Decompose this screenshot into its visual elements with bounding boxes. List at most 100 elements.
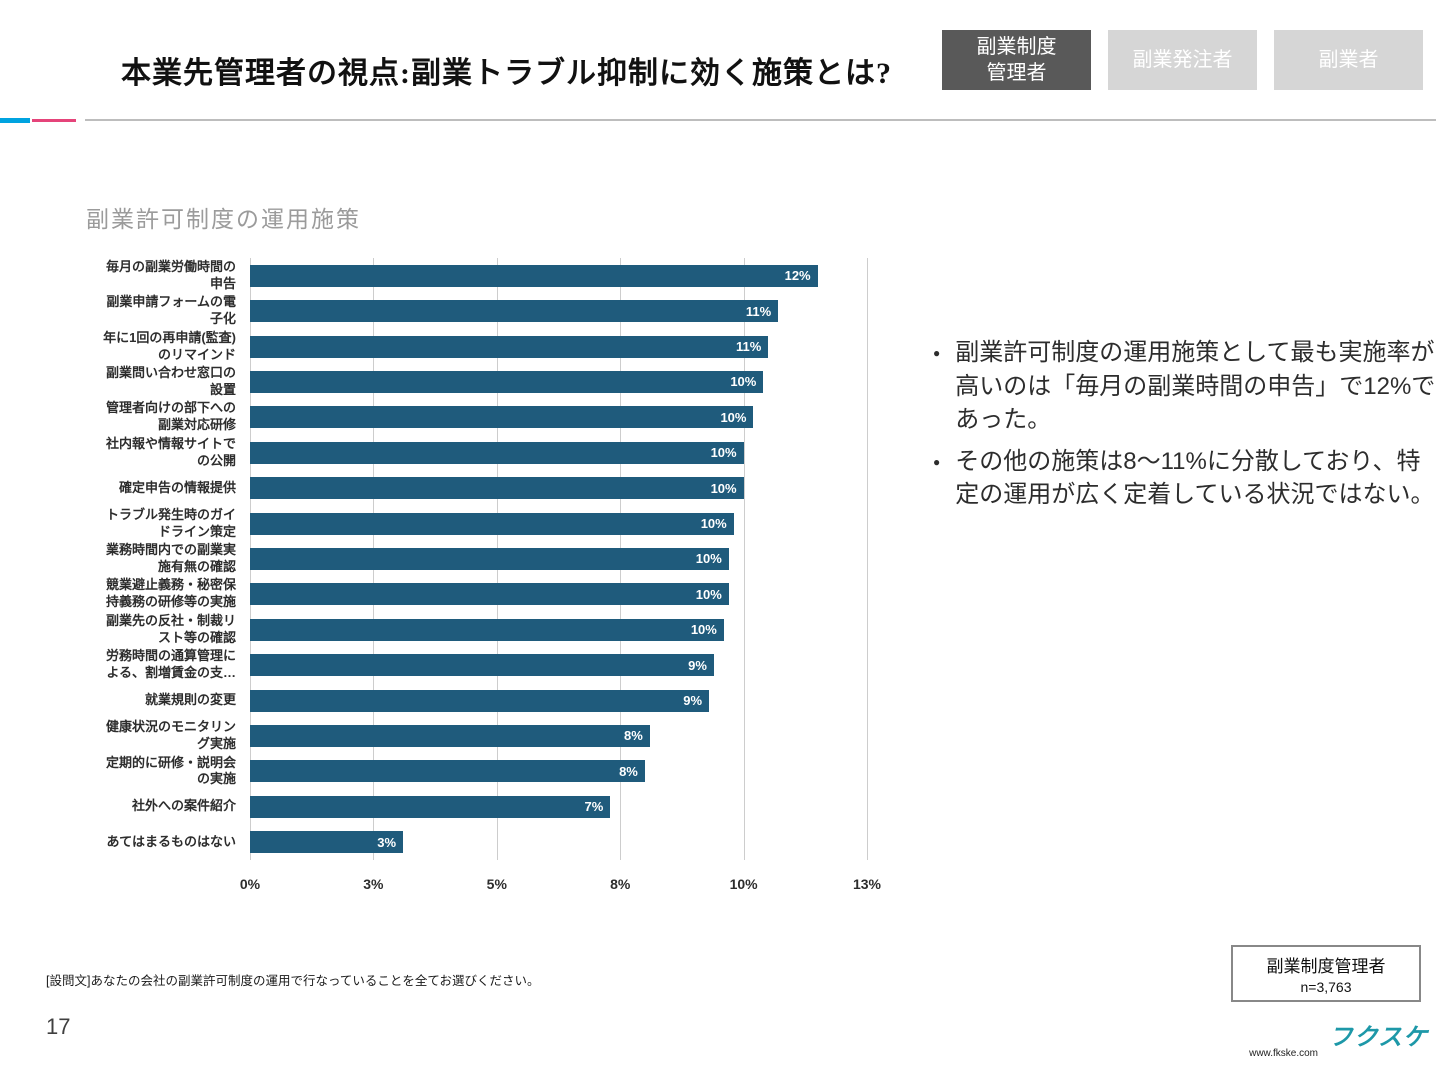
bar-track: 9%	[250, 647, 867, 682]
bar-value-label: 7%	[584, 799, 604, 815]
category-label: 副業先の反社・制裁リスト等の確認	[105, 612, 236, 645]
bar-track: 9%	[250, 683, 867, 718]
insights-panel: ● 副業許可制度の運用施策として最も実施率が高いのは「毎月の副業時間の申告」で1…	[933, 336, 1436, 512]
chart-row: 社外への案件紹介 7%	[85, 789, 867, 824]
insight-text: 副業許可制度の運用施策として最も実施率が高いのは「毎月の副業時間の申告」で12%…	[955, 339, 1436, 434]
chart-row: 業務時間内での副業実施有無の確認 10%	[85, 541, 867, 576]
bar-value-label: 10%	[700, 516, 727, 532]
bar-track: 11%	[250, 329, 867, 364]
survey-question: [設問文]あなたの会社の副業許可制度の運用で行なっていることを全てお選びください…	[46, 974, 540, 988]
bar-track: 8%	[250, 718, 867, 753]
x-axis-tick: 0%	[239, 876, 261, 892]
bar-track: 10%	[250, 577, 867, 612]
x-axis-tick: 13%	[852, 876, 882, 892]
bar: 8%	[250, 724, 650, 747]
gridline	[867, 258, 868, 860]
bar: 10%	[250, 618, 724, 641]
gridline	[743, 258, 745, 860]
chart-row: 社内報や情報サイトでの公開 10%	[85, 435, 867, 470]
bar-value-label: 10%	[710, 480, 737, 496]
chart-row: 健康状況のモニタリング実施 8%	[85, 718, 867, 753]
chart-row: あてはまるものはない 3%	[85, 825, 867, 860]
category-label: 管理者向けの部下への副業対応研修	[105, 400, 236, 433]
bar: 10%	[250, 370, 764, 393]
accent-bar-pink	[32, 119, 76, 122]
bar: 11%	[250, 335, 769, 358]
bar-value-label: 9%	[688, 657, 707, 673]
bar-value-label: 10%	[695, 586, 722, 602]
tab-fukugyosha[interactable]: 副業者	[1274, 30, 1423, 90]
bar: 10%	[250, 441, 744, 464]
bar-value-label: 8%	[619, 763, 638, 779]
x-axis-tick: 10%	[729, 876, 758, 892]
bar-track: 10%	[250, 470, 867, 505]
tab-fukugyo-hacchusha[interactable]: 副業発注者	[1108, 30, 1257, 90]
bar: 10%	[250, 406, 754, 429]
bar-chart: 毎月の副業労働時間の申告 12% 副業申請フォームの電子化 11% 年に1回の再申請(監…	[85, 250, 885, 912]
category-label: 副業申請フォームの電子化	[106, 294, 236, 327]
insight-text: その他の施策は8〜11%に分散しており、特定の運用が広く定着している状況ではない…	[955, 447, 1435, 509]
x-axis-tick: 8%	[610, 876, 631, 892]
category-label: 労務時間の通算管理による、割増賃金の支…	[105, 648, 236, 681]
bar-track: 3%	[250, 825, 867, 860]
bar: 9%	[250, 689, 710, 712]
insight-item: ● その他の施策は8〜11%に分散しており、特定の運用が広く定着している状況では…	[933, 445, 1436, 512]
category-label: トラブル発生時のガイドライン策定	[105, 506, 236, 539]
chart-row: 毎月の副業労働時間の申告 12%	[85, 258, 867, 293]
bar-value-label: 11%	[735, 339, 762, 355]
chart-row: 副業問い合わせ窓口の設置 10%	[85, 364, 867, 399]
bar: 12%	[250, 264, 818, 287]
chart-row: 副業申請フォームの電子化 11%	[85, 293, 867, 328]
bar: 11%	[250, 300, 779, 323]
category-label: 毎月の副業労働時間の申告	[105, 258, 236, 291]
chart-row: 確定申告の情報提供 10%	[85, 470, 867, 505]
bar-value-label: 10%	[720, 409, 747, 425]
bullet-icon: ●	[933, 454, 941, 469]
category-label: 就業規則の変更	[144, 692, 236, 708]
bar-value-label: 10%	[710, 445, 737, 461]
bar: 9%	[250, 654, 714, 677]
bar: 10%	[250, 512, 734, 535]
website-url: www.fkske.com	[1249, 1048, 1318, 1059]
tab-fukugyo-seido-kanrisha[interactable]: 副業制度 管理者	[942, 30, 1091, 90]
sample-size-box: 副業制度管理者 n=3,763	[1231, 945, 1421, 1002]
bar: 10%	[250, 583, 729, 606]
category-label: 業務時間内での副業実施有無の確認	[105, 542, 236, 574]
bar-track: 10%	[250, 541, 867, 576]
category-label: 定期的に研修・説明会の実施	[105, 754, 236, 787]
bar: 3%	[250, 831, 404, 854]
tab-group: 副業制度 管理者 副業発注者 副業者	[942, 30, 1423, 90]
chart-row: 管理者向けの部下への副業対応研修 10%	[85, 400, 867, 435]
x-axis-tick: 3%	[363, 876, 384, 892]
category-label: 確定申告の情報提供	[118, 479, 236, 495]
chart-row: 就業規則の変更 9%	[85, 683, 867, 718]
bullet-icon: ●	[933, 346, 941, 360]
page-number: 17	[46, 1014, 71, 1039]
bar-track: 11%	[250, 293, 867, 328]
bar-value-label: 3%	[377, 834, 397, 850]
bar-value-label: 10%	[690, 622, 717, 638]
category-label: あてはまるものはない	[106, 833, 236, 849]
chart-row: 副業先の反社・制裁リスト等の確認 10%	[85, 612, 867, 647]
chart-row: 労務時間の通算管理による、割増賃金の支… 9%	[85, 647, 867, 682]
bar-track: 10%	[250, 435, 867, 470]
bar-track: 10%	[250, 364, 867, 399]
page-title: 本業先管理者の視点:副業トラブル抑制に効く施策とは?	[121, 57, 892, 90]
chart-title: 副業許可制度の運用施策	[86, 206, 361, 232]
chart-x-axis: 0% 3% 5% 8% 10% 13%	[240, 876, 881, 896]
bar-value-label: 12%	[784, 268, 811, 284]
category-label: 健康状況のモニタリング実施	[105, 719, 236, 751]
bar-track: 12%	[250, 258, 867, 293]
sample-group-label: 副業制度管理者	[1266, 957, 1386, 976]
bar: 8%	[250, 760, 645, 783]
chart-row: 競業避止義務・秘密保持義務の研修等の実施 10%	[85, 577, 867, 612]
category-label: 副業問い合わせ窓口の設置	[105, 365, 236, 397]
bar-value-label: 10%	[730, 374, 757, 390]
bar-track: 10%	[250, 400, 867, 435]
category-label: 社外への案件紹介	[131, 798, 236, 814]
insight-item: ● 副業許可制度の運用施策として最も実施率が高いのは「毎月の副業時間の申告」で1…	[933, 336, 1436, 437]
category-label: 社内報や情報サイトでの公開	[105, 435, 236, 468]
bar-value-label: 10%	[695, 551, 722, 567]
bar: 10%	[250, 547, 729, 570]
